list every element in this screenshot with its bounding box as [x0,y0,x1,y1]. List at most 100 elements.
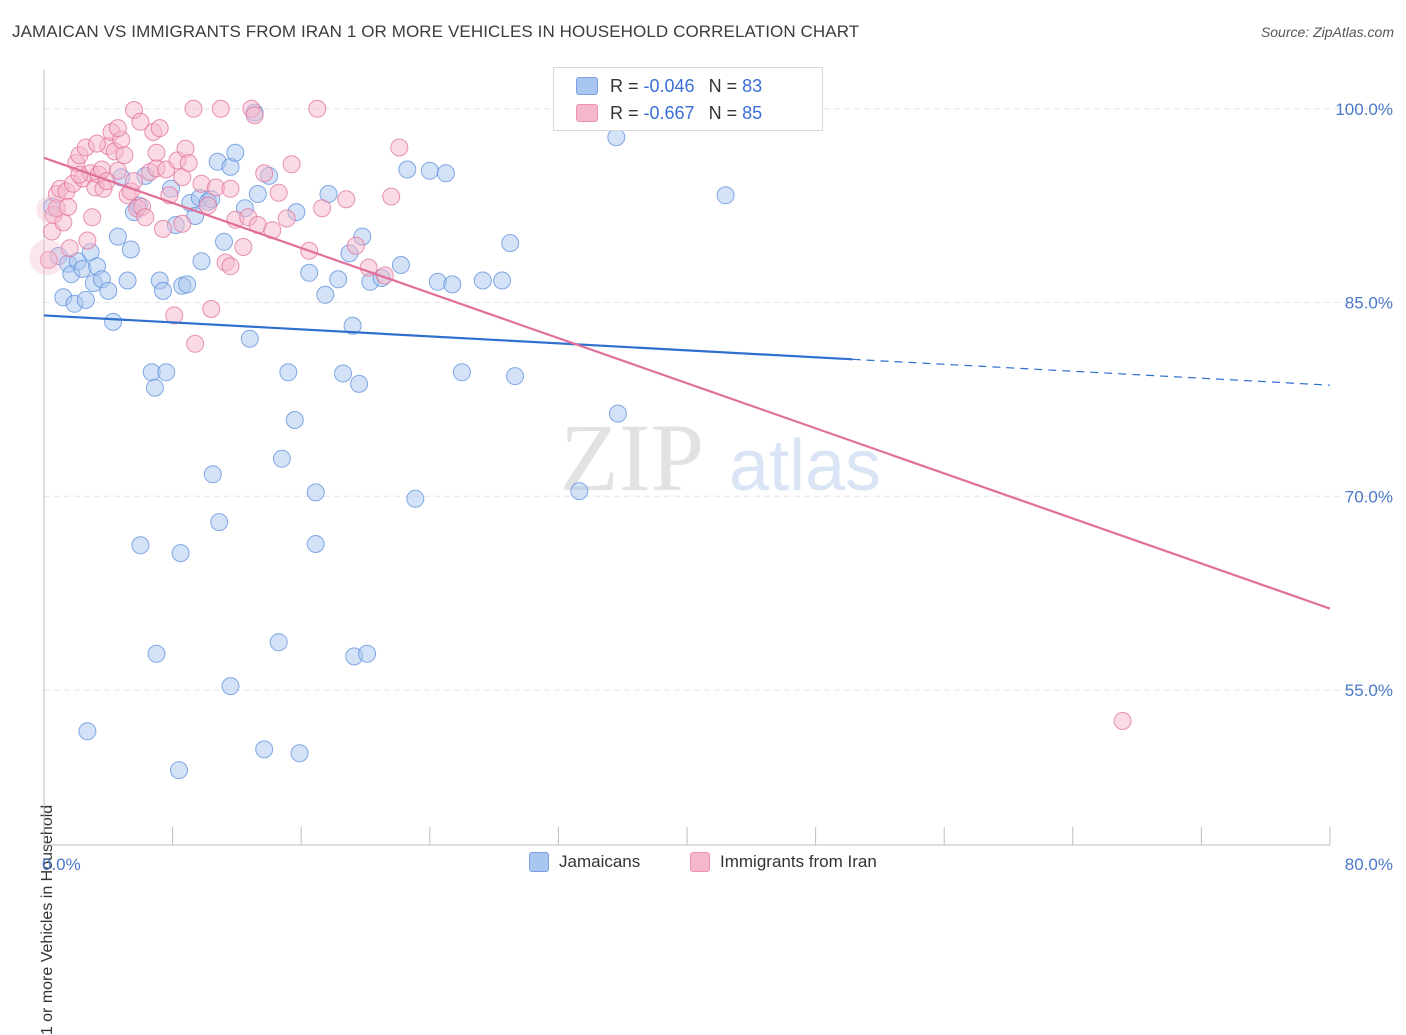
jamaican-point-72 [506,367,524,386]
jamaican-point-23 [145,378,164,397]
legend-label-jamaicans: Jamaicans [559,852,641,871]
jamaican-point-18 [121,240,140,259]
stats-n-label: N = [708,75,738,96]
jamaican-point-64 [420,161,439,180]
jamaican-point-50 [306,535,325,553]
iran-point-81 [245,106,264,125]
stats-r-value: -0.667 [643,102,695,123]
jamaican-point-78 [716,186,735,205]
legend-swatch-iran [690,852,710,872]
iran-point-83 [221,257,240,276]
legend-item-iran[interactable]: Immigrants from Iran [690,852,877,872]
jamaican-point-85 [255,740,274,759]
iran-point-14 [83,208,102,227]
y-tick-label-3: 100.0% [1335,100,1393,119]
jamaican-point-69 [473,271,492,290]
jamaican-point-93 [306,483,325,502]
iran-point-45 [199,196,217,215]
stats-swatch-jamaicans [576,77,598,95]
legend-label-iran: Immigrants from Iran [720,852,877,871]
jamaican-point-79 [131,536,150,555]
jamaican-point-34 [192,252,211,271]
iran-point-43 [186,334,205,353]
trend-line-iran [43,156,1331,610]
iran-point-38 [165,306,184,325]
stats-row-iran: R = -0.667 N = 85 [576,100,762,126]
iran-point-71 [97,172,116,191]
jamaican-point-46 [279,363,298,382]
stats-row-jamaicans: R = -0.046 N = 83 [576,73,762,99]
iran-point-34 [150,119,169,138]
iran-point-70 [88,134,106,153]
iran-point-56 [277,209,296,228]
jamaican-point-73 [570,482,589,501]
scatter-chart: ZIP atlas 55.0% 70.0% 85.0% 100.0% 0.0% 80.0% [29,70,1393,874]
legend-swatch-jamaicans [529,852,549,872]
jamaican-point-88 [358,644,377,663]
iran-point-30 [136,208,155,227]
jamaican-point-38 [215,232,233,251]
iran-point-0 [39,250,58,269]
trend-lines [43,156,1331,610]
jamaican-point-63 [406,489,425,508]
source-credit: Source: ZipAtlas.com [1260,24,1394,40]
jamaican-point-92 [272,449,291,468]
jamaican-point-30 [178,275,197,294]
jamaican-point-62 [398,160,417,179]
jamaican-point-13 [99,281,118,300]
iran-point-60 [337,190,356,209]
trend-line-jamaicans [43,314,853,361]
jamaican-point-82 [210,513,229,532]
jamaican-point-40 [226,143,245,162]
iran-point-69 [78,231,97,250]
iran-point-82 [202,300,221,318]
y-tick-label-0: 55.0% [1345,681,1393,700]
iran-point-78 [211,99,230,118]
jamaican-point-54 [334,364,352,383]
iran-point-80 [308,99,327,118]
grid-lines [44,108,1392,691]
watermark: ZIP atlas [560,404,881,511]
iran-point-61 [346,236,365,255]
iran-point-67 [59,197,78,216]
x-tick-label-1: 80.0% [1345,855,1393,874]
stats-n-value: 83 [742,75,763,96]
iran-point-59 [313,199,332,218]
iran-point-77 [184,99,203,118]
jamaican-point-76 [607,128,626,147]
iran-point-53 [255,164,274,183]
iran-point-68 [70,165,89,184]
jamaican-point-70 [493,271,512,290]
jamaican-point-90 [170,761,188,780]
jamaican-point-51 [316,285,335,304]
stats-r-value: -0.046 [643,75,695,96]
stats-n-value: 85 [742,102,763,123]
jamaican-point-68 [452,363,471,382]
jamaican-point-80 [171,544,190,563]
iran-point-35 [154,219,172,238]
iran-point-cluster [29,239,66,276]
iran-point-57 [282,155,301,174]
iran-point-55 [269,183,288,202]
jamaican-point-86 [290,744,309,763]
iran-point-75 [147,143,166,162]
jamaican-point-84 [221,677,240,696]
legend-item-jamaicans[interactable]: Jamaicans [529,852,640,872]
stats-n-label: N = [708,102,738,123]
iran-point-cluster-2 [36,195,65,224]
jamaican-point-89 [78,722,97,741]
axes [43,70,1331,846]
jamaican-point-81 [147,644,166,663]
jamaican-point-91 [203,465,222,484]
jamaican-point-44 [248,185,267,203]
jamaican-point-56 [343,316,362,335]
jamaican-point-17 [118,271,137,290]
jamaican-point-48 [285,411,304,429]
stats-r-label: R = [610,75,639,96]
tick-labels: 55.0% 70.0% 85.0% 100.0% 0.0% 80.0% [42,100,1393,874]
iran-point-22 [108,161,127,180]
jamaican-point-83 [269,633,288,652]
jamaican-point-14 [104,312,123,331]
chart-title: JAMAICAN VS IMMIGRANTS FROM IRAN 1 OR MO… [12,22,860,41]
iran-point-50 [234,238,253,256]
